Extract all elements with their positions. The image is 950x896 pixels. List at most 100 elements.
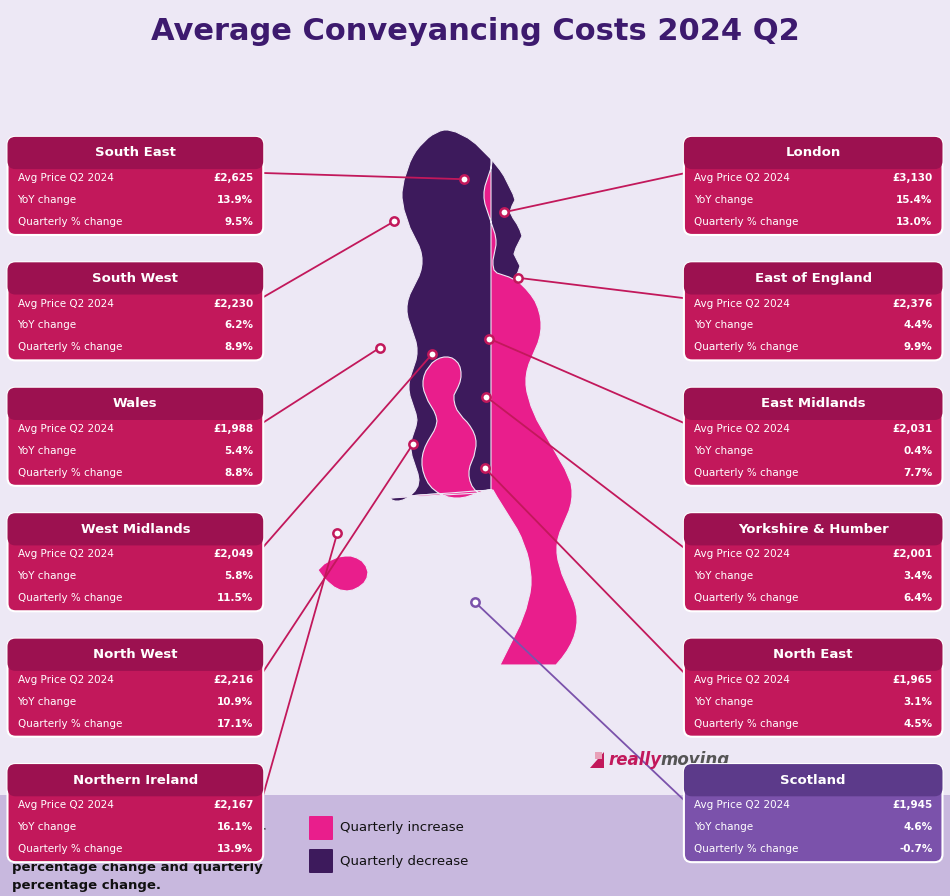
Text: 9.5%: 9.5% bbox=[224, 217, 254, 227]
Text: Quarterly % change: Quarterly % change bbox=[17, 593, 122, 603]
Text: Avg Price Q2 2024: Avg Price Q2 2024 bbox=[694, 298, 789, 308]
Text: Average Conveyancing Costs 2024 Q2: Average Conveyancing Costs 2024 Q2 bbox=[151, 18, 799, 47]
Text: YoY change: YoY change bbox=[694, 697, 753, 707]
Text: £2,230: £2,230 bbox=[213, 298, 254, 308]
Text: £2,049: £2,049 bbox=[213, 549, 254, 559]
Text: 3.4%: 3.4% bbox=[903, 572, 933, 582]
Text: YoY change: YoY change bbox=[694, 572, 753, 582]
Text: West Midlands: West Midlands bbox=[81, 522, 190, 536]
Polygon shape bbox=[318, 556, 368, 591]
FancyBboxPatch shape bbox=[684, 388, 942, 486]
Text: Wales: Wales bbox=[113, 397, 158, 410]
FancyBboxPatch shape bbox=[8, 137, 263, 235]
Text: 15.4%: 15.4% bbox=[896, 195, 933, 205]
Text: 7.7%: 7.7% bbox=[903, 468, 933, 478]
FancyBboxPatch shape bbox=[684, 388, 942, 420]
Text: East of England: East of England bbox=[754, 271, 872, 285]
Text: YoY change: YoY change bbox=[17, 697, 77, 707]
Text: Northern Ireland: Northern Ireland bbox=[73, 773, 198, 787]
Text: 0.4%: 0.4% bbox=[903, 446, 933, 456]
Text: 4.6%: 4.6% bbox=[903, 823, 933, 832]
FancyBboxPatch shape bbox=[8, 388, 263, 420]
Bar bbox=[686, 401, 940, 418]
FancyBboxPatch shape bbox=[8, 513, 263, 546]
FancyBboxPatch shape bbox=[8, 764, 263, 862]
FancyBboxPatch shape bbox=[684, 513, 942, 546]
Text: really: really bbox=[608, 751, 661, 769]
Bar bbox=[10, 652, 261, 668]
FancyBboxPatch shape bbox=[684, 263, 942, 360]
Text: 6.4%: 6.4% bbox=[903, 593, 933, 603]
Text: Quarterly % change: Quarterly % change bbox=[17, 217, 122, 227]
Text: 8.8%: 8.8% bbox=[224, 468, 254, 478]
Text: East Midlands: East Midlands bbox=[761, 397, 865, 410]
Text: Yorkshire & Humber: Yorkshire & Humber bbox=[738, 522, 888, 536]
FancyBboxPatch shape bbox=[684, 513, 942, 611]
FancyBboxPatch shape bbox=[684, 639, 942, 737]
FancyBboxPatch shape bbox=[309, 816, 333, 840]
Bar bbox=[686, 151, 940, 167]
Text: YoY change: YoY change bbox=[17, 446, 77, 456]
Bar bbox=[10, 527, 261, 543]
Text: YoY change: YoY change bbox=[17, 321, 77, 331]
FancyBboxPatch shape bbox=[8, 639, 263, 671]
Text: YoY change: YoY change bbox=[694, 446, 753, 456]
Bar bbox=[0, 795, 950, 896]
Bar bbox=[686, 276, 940, 292]
FancyBboxPatch shape bbox=[8, 639, 263, 737]
Text: £2,625: £2,625 bbox=[213, 173, 254, 183]
Text: Avg Price Q2 2024: Avg Price Q2 2024 bbox=[17, 298, 113, 308]
FancyBboxPatch shape bbox=[8, 513, 263, 611]
Text: South West: South West bbox=[92, 271, 179, 285]
FancyBboxPatch shape bbox=[309, 849, 333, 873]
Text: North East: North East bbox=[773, 648, 853, 661]
FancyBboxPatch shape bbox=[8, 263, 263, 360]
Bar bbox=[10, 401, 261, 418]
Text: moving: moving bbox=[660, 751, 730, 769]
Text: 5.4%: 5.4% bbox=[224, 446, 254, 456]
Text: £2,216: £2,216 bbox=[213, 675, 254, 685]
Text: Avg Price Q2 2024: Avg Price Q2 2024 bbox=[694, 800, 789, 810]
Text: London: London bbox=[786, 146, 841, 159]
Text: Avg Price Q2 2024: Avg Price Q2 2024 bbox=[17, 549, 113, 559]
Polygon shape bbox=[590, 752, 604, 768]
FancyBboxPatch shape bbox=[684, 639, 942, 671]
FancyBboxPatch shape bbox=[8, 388, 263, 486]
Text: YoY change: YoY change bbox=[694, 321, 753, 331]
Text: 3.1%: 3.1% bbox=[903, 697, 933, 707]
Text: Quarterly % change: Quarterly % change bbox=[17, 719, 122, 728]
Text: Quarterly % change: Quarterly % change bbox=[17, 468, 122, 478]
Text: Quarterly % change: Quarterly % change bbox=[694, 593, 798, 603]
Text: £2,167: £2,167 bbox=[213, 800, 254, 810]
Text: North West: North West bbox=[93, 648, 178, 661]
Text: 10.9%: 10.9% bbox=[218, 697, 254, 707]
Text: The map shows the average
change in Conveyancing Costs for
Q2 2024, year-over-ye: The map shows the average change in Conv… bbox=[12, 807, 265, 892]
Text: Scotland: Scotland bbox=[781, 773, 846, 787]
Text: £2,376: £2,376 bbox=[892, 298, 933, 308]
Text: YoY change: YoY change bbox=[694, 195, 753, 205]
Text: Quarterly increase: Quarterly increase bbox=[340, 822, 464, 834]
Text: 16.1%: 16.1% bbox=[217, 823, 254, 832]
Text: South East: South East bbox=[95, 146, 176, 159]
FancyBboxPatch shape bbox=[684, 263, 942, 295]
Text: £1,988: £1,988 bbox=[213, 424, 254, 434]
Text: 13.0%: 13.0% bbox=[896, 217, 933, 227]
Text: £1,945: £1,945 bbox=[892, 800, 933, 810]
FancyBboxPatch shape bbox=[8, 263, 263, 295]
FancyBboxPatch shape bbox=[8, 137, 263, 169]
Text: £1,965: £1,965 bbox=[892, 675, 933, 685]
Bar bbox=[10, 151, 261, 167]
Text: 17.1%: 17.1% bbox=[217, 719, 254, 728]
Text: £3,130: £3,130 bbox=[892, 173, 933, 183]
Text: 5.8%: 5.8% bbox=[224, 572, 254, 582]
Text: 4.4%: 4.4% bbox=[903, 321, 933, 331]
Text: £2,031: £2,031 bbox=[892, 424, 933, 434]
Text: £2,001: £2,001 bbox=[892, 549, 933, 559]
Text: YoY change: YoY change bbox=[17, 823, 77, 832]
Text: Avg Price Q2 2024: Avg Price Q2 2024 bbox=[17, 173, 113, 183]
Bar bbox=[10, 778, 261, 794]
Text: 13.9%: 13.9% bbox=[218, 844, 254, 854]
Text: Avg Price Q2 2024: Avg Price Q2 2024 bbox=[694, 549, 789, 559]
Polygon shape bbox=[390, 130, 528, 501]
Polygon shape bbox=[390, 150, 577, 665]
